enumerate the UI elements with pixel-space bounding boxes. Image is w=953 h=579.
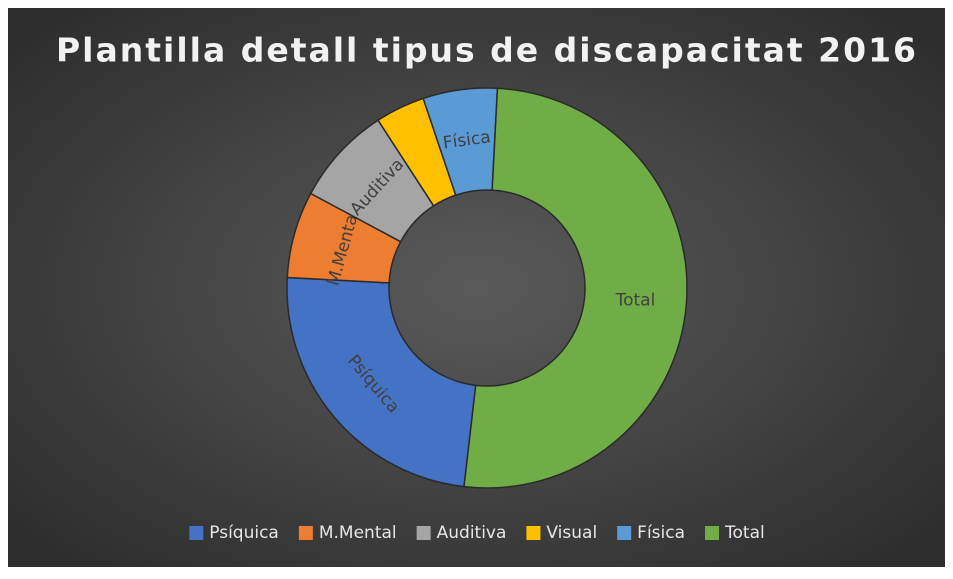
legend-swatch — [189, 526, 204, 540]
slice-label: Total — [615, 290, 656, 310]
legend-label: Física — [637, 523, 685, 543]
legend-label: Total — [724, 523, 765, 543]
legend-label: Psíquica — [209, 523, 279, 543]
donut-slice — [463, 87, 688, 489]
legend-label: Auditiva — [437, 523, 507, 543]
legend-swatch — [526, 526, 541, 540]
legend-swatch — [416, 526, 431, 540]
legend-label: M.Mental — [319, 523, 397, 543]
legend-swatch — [298, 526, 313, 540]
legend-label: Visual — [546, 523, 597, 543]
chart-title: Plantilla detall tipus de discapacitat 2… — [56, 31, 918, 70]
legend-swatch — [617, 526, 632, 540]
donut-slice — [286, 276, 477, 488]
legend-swatch — [705, 526, 720, 540]
